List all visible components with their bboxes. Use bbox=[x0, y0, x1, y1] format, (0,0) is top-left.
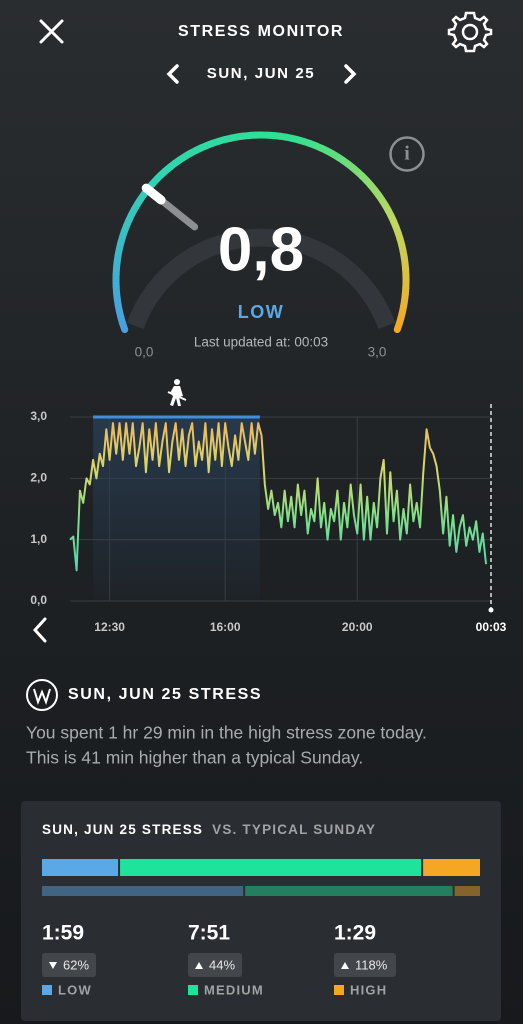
typical-zone-bar bbox=[245, 886, 453, 896]
today-zone-bar bbox=[120, 859, 422, 876]
x-tick-label: 16:00 bbox=[210, 620, 241, 634]
screen-title: STRESS MONITOR bbox=[178, 23, 344, 40]
today-zone-bar bbox=[42, 859, 119, 876]
gauge-max-label: 3,0 bbox=[368, 345, 387, 360]
last-updated: Last updated at: 00:03 bbox=[194, 335, 328, 350]
date: SUN, JUN 25 bbox=[207, 65, 315, 82]
comparison-title: SUN, JUN 25 STRESS VS. TYPICAL SUNDAY bbox=[42, 822, 376, 837]
gauge-arc-segment bbox=[393, 320, 403, 334]
stress-line bbox=[69, 422, 488, 572]
zone-duration: 7:51 bbox=[188, 922, 230, 945]
close-button[interactable] bbox=[39, 19, 64, 44]
y-tick-label: 0,0 bbox=[30, 593, 47, 607]
settings-button[interactable] bbox=[447, 11, 493, 53]
gauge bbox=[112, 131, 410, 334]
svg-text:i: i bbox=[404, 143, 410, 165]
change-badge bbox=[188, 953, 242, 977]
summary-title: SUN, JUN 25 STRESS bbox=[68, 686, 262, 703]
gauge-needle-tail bbox=[157, 196, 199, 231]
legend-swatch bbox=[42, 985, 52, 995]
x-tick-label: 12:30 bbox=[94, 620, 125, 634]
zone-name: LOW bbox=[58, 982, 92, 997]
summary-icon bbox=[26, 679, 58, 711]
trend-arrow bbox=[49, 962, 57, 969]
comparison-bars: 1:59 62% LOW 7:51 44% MEDIUM 1:29 118% HIGH bbox=[42, 859, 480, 997]
gauge-value: 0,8 bbox=[218, 215, 304, 284]
trend-arrow bbox=[341, 962, 349, 969]
change-badge bbox=[42, 953, 96, 977]
next-day[interactable] bbox=[344, 64, 357, 84]
zone-name: HIGH bbox=[350, 982, 387, 997]
y-tick-label: 1,0 bbox=[30, 532, 47, 546]
previous-day[interactable] bbox=[166, 64, 179, 84]
info-button[interactable]: i bbox=[389, 136, 425, 172]
chart-back[interactable] bbox=[32, 617, 47, 643]
change-badge bbox=[334, 953, 396, 977]
gauge-track bbox=[126, 228, 396, 329]
activity-icon bbox=[167, 379, 187, 406]
change-percent: 44% bbox=[209, 957, 235, 972]
legend-swatch bbox=[188, 985, 198, 995]
change-percent: 62% bbox=[63, 957, 89, 972]
y-tick-label: 2,0 bbox=[30, 471, 47, 485]
change-percent: 118% bbox=[355, 957, 388, 972]
comparison-subtitle: VS. TYPICAL SUNDAY bbox=[212, 822, 376, 837]
typical-zone-bar bbox=[454, 886, 480, 896]
zone-name: MEDIUM bbox=[204, 982, 264, 997]
x-tick-label: 20:00 bbox=[342, 620, 373, 634]
summary-text: This is 41 min higher than a typical Sun… bbox=[26, 748, 363, 768]
stress-level: LOW bbox=[238, 302, 285, 322]
legend-swatch bbox=[334, 985, 344, 995]
gauge-min-label: 0,0 bbox=[135, 345, 154, 360]
x-tick-label: 00:03 bbox=[476, 620, 507, 634]
summary-text: You spent 1 hr 29 min in the high stress… bbox=[26, 723, 427, 743]
today-zone-bar bbox=[423, 859, 480, 876]
current-time-dot bbox=[488, 607, 494, 613]
y-tick-label: 3,0 bbox=[30, 409, 47, 423]
zone-duration: 1:59 bbox=[42, 922, 84, 945]
comparison-title-main: SUN, JUN 25 STRESS bbox=[42, 822, 203, 837]
typical-zone-bar bbox=[42, 886, 244, 896]
trend-arrow bbox=[195, 962, 203, 969]
stress-chart: 0,0 1,0 2,0 3,0 12:30 16:00 20:00 00:03 bbox=[30, 404, 507, 634]
gauge-needle bbox=[141, 183, 166, 205]
zone-duration: 1:29 bbox=[334, 922, 376, 945]
